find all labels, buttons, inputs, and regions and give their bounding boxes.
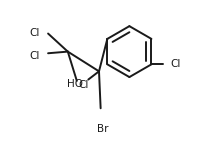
Text: HO: HO [67,80,83,89]
Text: Cl: Cl [30,51,40,61]
Text: Cl: Cl [170,59,181,69]
Text: Br: Br [97,124,108,134]
Text: Cl: Cl [78,80,89,90]
Text: Cl: Cl [30,28,40,38]
